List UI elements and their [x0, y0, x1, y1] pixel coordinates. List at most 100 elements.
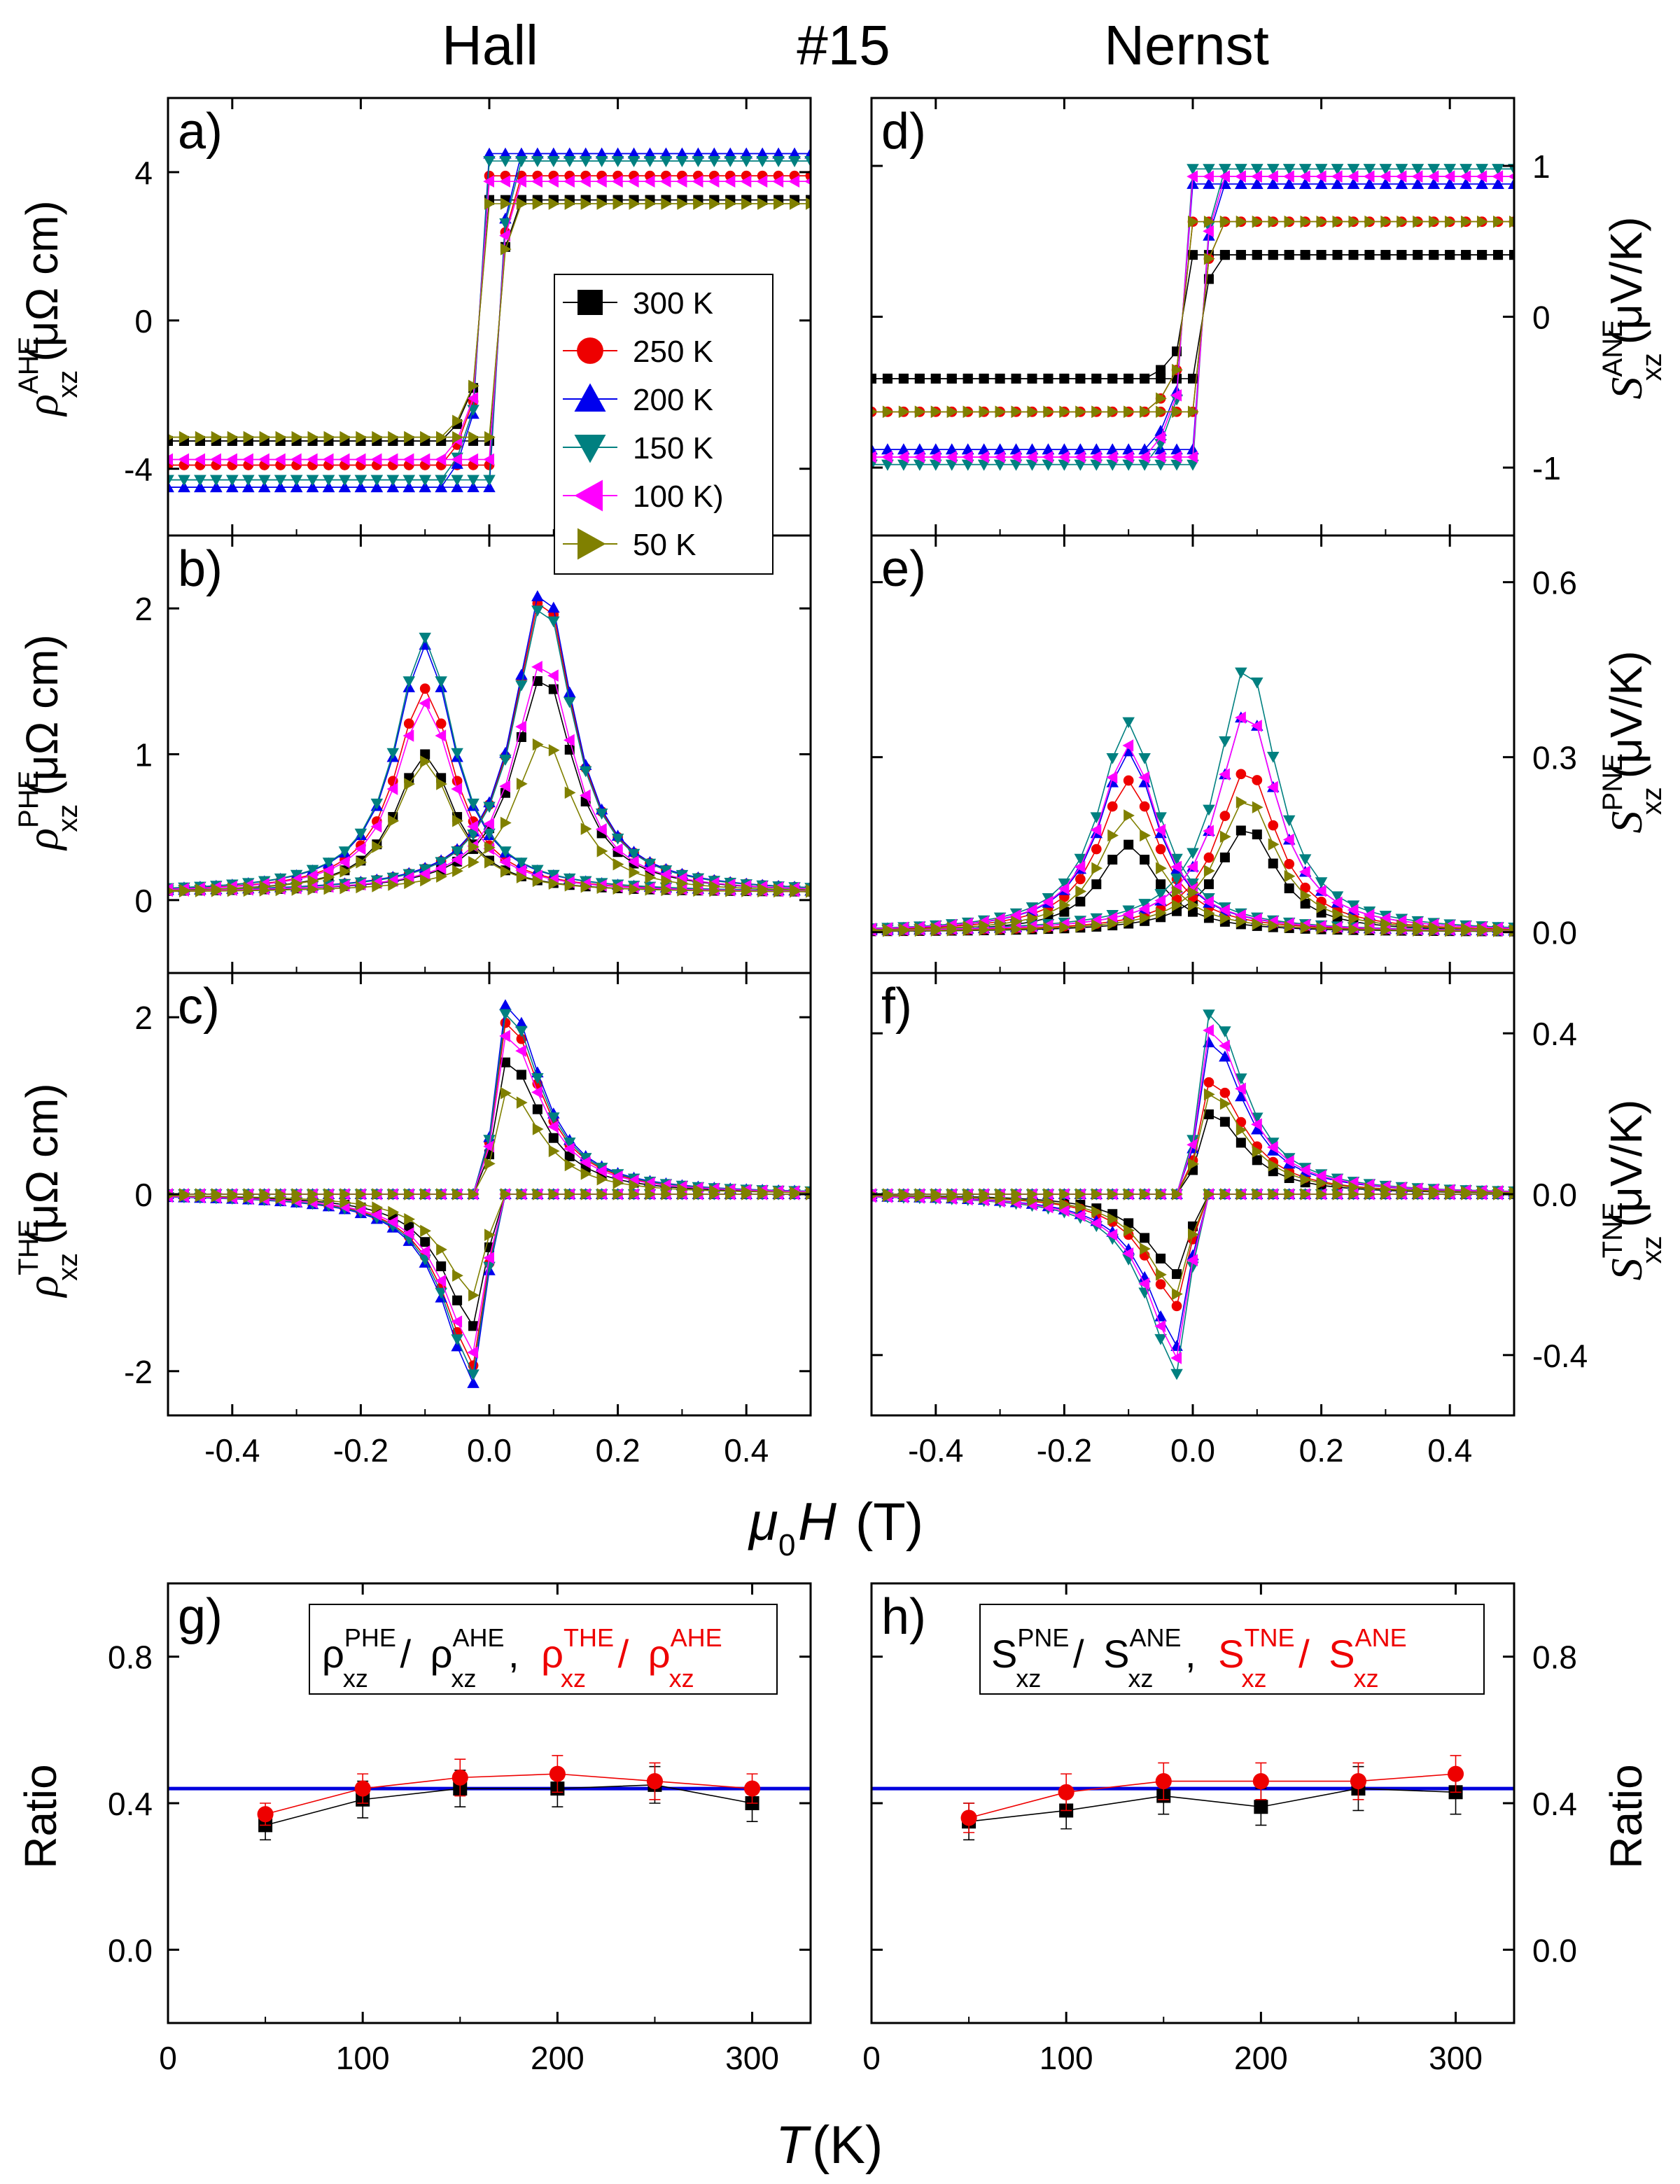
series-line-c-3-1 [168, 1012, 811, 1195]
point-e-4-1-25 [1267, 780, 1278, 794]
point-f-1-0-19 [1171, 1301, 1182, 1312]
point-d-5-1-17 [1140, 405, 1151, 419]
point-c-5-1-14 [388, 1188, 400, 1200]
y-tick-label-f-1: 0.0 [1532, 1177, 1577, 1213]
point-e-3-0-15 [1106, 753, 1119, 764]
point-d-4-1-28 [1315, 170, 1326, 183]
point-c-5-1-35 [725, 1184, 736, 1198]
point-a-3-1-33 [692, 156, 705, 167]
point-d-5-1-3 [914, 405, 926, 419]
point-e-5-1-27 [1300, 889, 1312, 902]
point-a-5-1-14 [388, 430, 400, 444]
point-e-3-1-19 [1170, 874, 1183, 885]
plot-area-d [872, 164, 1514, 471]
point-c-5-0-16 [420, 1224, 431, 1238]
point-c-5-1-31 [661, 1182, 673, 1195]
point-d-0-1-27 [1300, 250, 1310, 260]
point-e-4-1-23 [1235, 711, 1246, 724]
y-label-b: ρPHE xz(μΩ cm) [13, 634, 83, 850]
point-e-3-0-12 [1058, 878, 1071, 890]
series-line-d-0-0 [872, 254, 1514, 379]
legend-marker-0 [578, 290, 603, 315]
point-f-0-1-24 [1252, 1155, 1262, 1166]
point-b-5-0-17 [436, 778, 447, 790]
point-a-3-1-36 [740, 156, 752, 167]
point-b-4-0-11 [338, 855, 350, 869]
point-a-3-1-34 [708, 156, 721, 167]
panel-c: -0.4 -0.2 0.0 0.2 0.4 -2 0 2 c) [124, 972, 812, 1469]
point-e-1-1-25 [1268, 820, 1279, 831]
point-f-5-1-7 [979, 1188, 990, 1200]
x-tick-label-c-2: 0.0 [467, 1432, 512, 1469]
point-e-5-1-38 [1477, 923, 1488, 936]
point-f-4-1-27 [1298, 1163, 1310, 1177]
point-a-4-1-4 [226, 453, 237, 466]
series-line-f-0-1 [872, 1113, 1514, 1195]
point-c-4-1-25 [564, 1142, 575, 1155]
point-d-5-1-23 [1236, 215, 1247, 228]
point-a-3-1-2 [194, 475, 206, 486]
point-f-2-1-23 [1235, 1090, 1247, 1102]
point-a-5-1-21 [500, 197, 512, 210]
point-b-3-0-19 [467, 798, 479, 810]
point-f-2-1-22 [1219, 1050, 1231, 1062]
point-c-5-1-2 [195, 1188, 206, 1200]
point-a-3-1-30 [643, 156, 657, 167]
point-d-2-1-31 [1363, 178, 1376, 189]
point-f-4-0-20 [1186, 1254, 1198, 1266]
point-d-2-1-16 [1122, 443, 1135, 455]
point-b-3-0-21 [499, 846, 512, 858]
point-f-5-1-12 [1059, 1188, 1071, 1200]
point-d-3-1-32 [1379, 164, 1392, 176]
point-b-5-1-35 [725, 881, 736, 894]
point-d-0-1-23 [1236, 250, 1246, 260]
point-d-2-1-2 [897, 443, 910, 455]
y-tick-label-c-0: -2 [124, 1354, 153, 1390]
point-e-5-0-25 [1268, 919, 1280, 932]
point-a-5-1-7 [275, 430, 287, 444]
point-a-3-1-7 [274, 475, 287, 486]
point-a-5-1-20 [484, 197, 496, 210]
point-d-5-0-18 [1156, 405, 1167, 419]
point-d-2-1-38 [1476, 178, 1488, 189]
point-a-5-1-8 [291, 430, 303, 444]
point-c-5-1-13 [372, 1188, 384, 1200]
point-e-0-1-24 [1252, 830, 1262, 840]
series-line-b-3-0 [168, 636, 811, 892]
point-b-3-1-23 [531, 606, 544, 617]
point-f-4-0-17 [1138, 1278, 1150, 1290]
legend-label-1: 250 K [633, 335, 713, 369]
point-e-4-1-29 [1331, 896, 1343, 909]
point-a-4-1-27 [595, 175, 607, 188]
point-a-4-1-14 [386, 453, 398, 466]
point-e-4-1-21 [1203, 825, 1214, 837]
point-f-5-0-26 [1284, 1188, 1296, 1200]
point-a-5-1-30 [645, 197, 657, 210]
point-d-5-1-20 [1188, 215, 1199, 228]
point-a-3-1-39 [788, 156, 801, 167]
svg-text:H: H [798, 1492, 836, 1552]
series-line-b-2-0 [168, 643, 811, 892]
point-b-4-1-25 [564, 734, 575, 747]
point-b-3-0-22 [515, 858, 528, 869]
point-d-2-1-3 [913, 443, 926, 455]
point-d-2-1-11 [1042, 443, 1055, 455]
point-f-5-0-22 [1219, 1188, 1231, 1200]
legend-marker-2 [574, 383, 606, 412]
point-a-4-1-20 [483, 175, 494, 188]
point-a-4-1-0 [168, 453, 173, 466]
point-d-2-1-14 [1090, 443, 1103, 455]
point-d-3-1-1 [881, 459, 894, 471]
point-c-5-1-28 [612, 1177, 624, 1189]
legend-h: SPNE xz / SANE xz , STNE xz / SANE xz [979, 1604, 1485, 1695]
point-a-5-1-4 [227, 430, 239, 444]
point-b-4-1-18 [451, 853, 463, 866]
point-a-4-1-13 [370, 453, 382, 466]
svg-text:Ratio: Ratio [15, 1764, 66, 1868]
point-c-0-0-17 [436, 1261, 447, 1272]
point-f-5-1-13 [1075, 1188, 1087, 1200]
svg-text:0: 0 [778, 1528, 795, 1562]
point-e-2-0-15 [1106, 776, 1119, 788]
y-label-h: Ratio [1601, 1764, 1651, 1868]
point-b-3-0-24 [547, 869, 560, 881]
